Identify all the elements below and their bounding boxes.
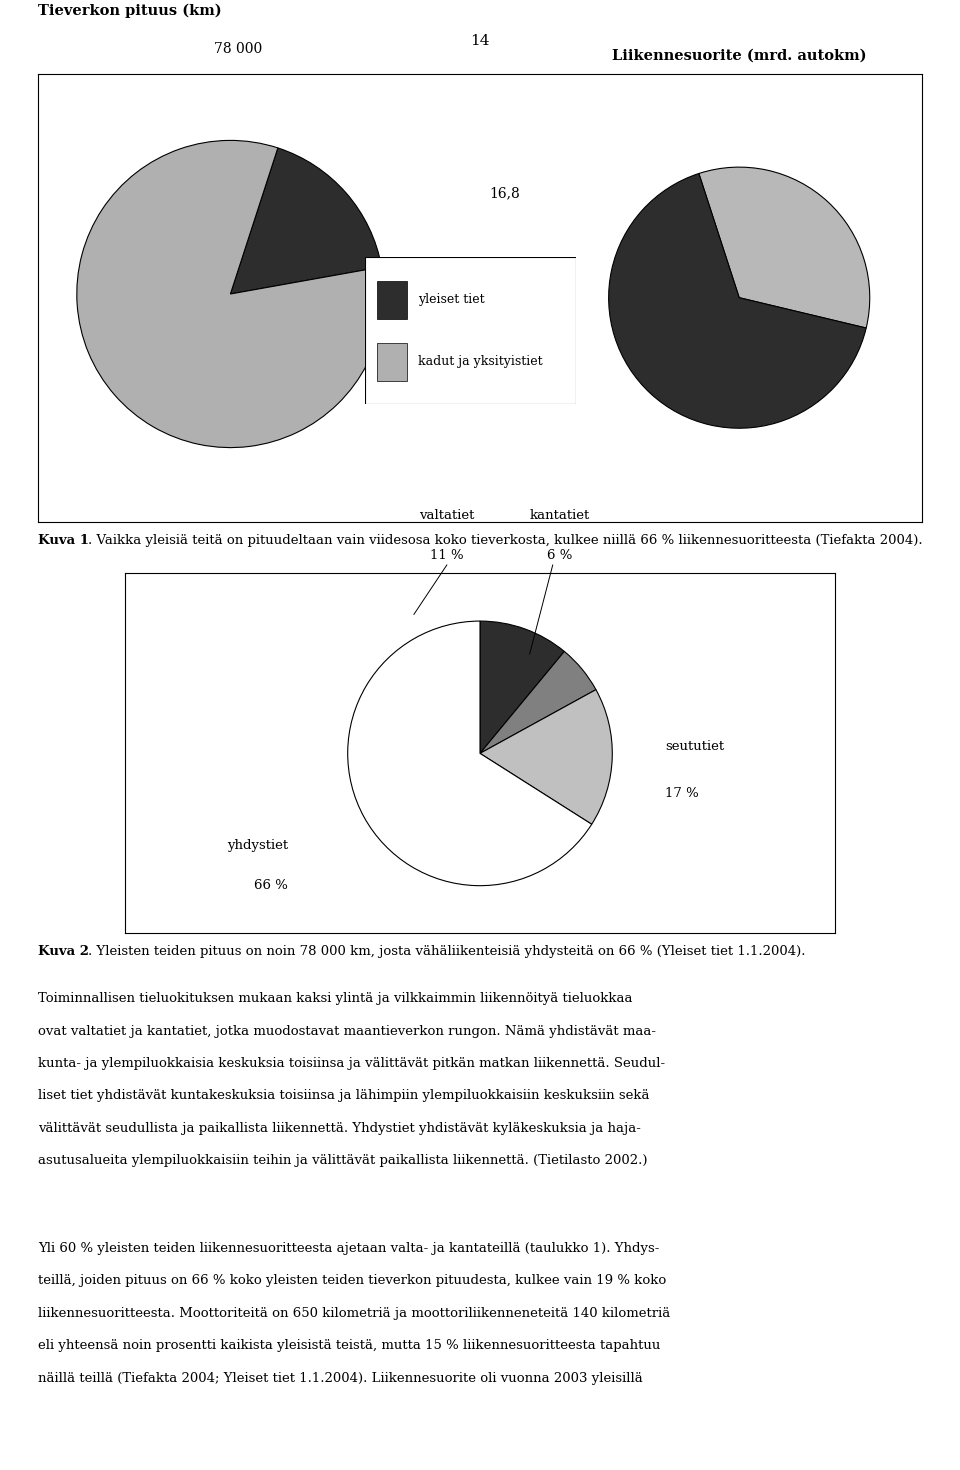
Wedge shape <box>348 622 591 885</box>
Text: 17 %: 17 % <box>665 786 699 800</box>
Text: liset tiet yhdistävät kuntakeskuksia toisiinsa ja lähimpiin ylempiluokkaisiin ke: liset tiet yhdistävät kuntakeskuksia toi… <box>38 1089 650 1102</box>
Wedge shape <box>480 622 564 753</box>
Text: valtatiet: valtatiet <box>420 509 474 522</box>
Text: 33,0: 33,0 <box>959 404 960 419</box>
Text: kadut ja yksityistiet: kadut ja yksityistiet <box>418 356 542 368</box>
Wedge shape <box>480 689 612 825</box>
Bar <box>377 281 407 319</box>
Text: eli yhteensä noin prosentti kaikista yleisistä teistä, mutta 15 % liikennesuorit: eli yhteensä noin prosentti kaikista yle… <box>38 1339 660 1352</box>
Text: seututiet: seututiet <box>665 741 725 753</box>
Text: . Vaikka yleisiä teitä on pituudeltaan vain viidesosa koko tieverkosta, kulkee n: . Vaikka yleisiä teitä on pituudeltaan v… <box>88 534 923 547</box>
Bar <box>377 343 407 381</box>
Text: liikennesuoritteesta. Moottoriteitä on 650 kilometriä ja moottoriliikenneneteitä: liikennesuoritteesta. Moottoriteitä on 6… <box>38 1307 671 1320</box>
Text: Kuva 2: Kuva 2 <box>38 945 89 958</box>
Text: 11 %: 11 % <box>430 548 464 562</box>
Wedge shape <box>480 651 596 753</box>
Text: 16,8: 16,8 <box>489 187 519 200</box>
Text: Toiminnallisen tieluokituksen mukaan kaksi ylintä ja vilkkaimmin liikennöityä ti: Toiminnallisen tieluokituksen mukaan kak… <box>38 992 633 1005</box>
Text: ovat valtatiet ja kantatiet, jotka muodostavat maantieverkon rungon. Nämä yhdist: ovat valtatiet ja kantatiet, jotka muodo… <box>38 1025 657 1038</box>
Text: Liikennesuorite (mrd. autokm): Liikennesuorite (mrd. autokm) <box>612 49 867 63</box>
Text: yleiset tiet: yleiset tiet <box>418 294 484 306</box>
Text: asutusalueita ylempiluokkaisiin teihin ja välittävät paikallista liikennettä. (T: asutusalueita ylempiluokkaisiin teihin j… <box>38 1154 648 1167</box>
Wedge shape <box>699 168 870 328</box>
Text: Tieverkon pituus (km): Tieverkon pituus (km) <box>38 3 222 18</box>
Text: Yli 60 % yleisten teiden liikennesuoritteesta ajetaan valta- ja kantateillä (tau: Yli 60 % yleisten teiden liikennesuoritt… <box>38 1242 660 1255</box>
Wedge shape <box>230 148 381 294</box>
Text: . Yleisten teiden pituus on noin 78 000 km, josta vähäliikenteisiä yhdysteitä on: . Yleisten teiden pituus on noin 78 000 … <box>88 945 805 958</box>
Wedge shape <box>77 141 384 447</box>
Text: yhdystiet: yhdystiet <box>228 839 288 853</box>
Wedge shape <box>609 173 866 428</box>
Text: kunta- ja ylempiluokkaisia keskuksia toisiinsa ja välittävät pitkän matkan liike: kunta- ja ylempiluokkaisia keskuksia toi… <box>38 1057 665 1070</box>
Text: välittävät seudullista ja paikallista liikennettä. Yhdystiet yhdistävät kyläkesk: välittävät seudullista ja paikallista li… <box>38 1122 641 1135</box>
Text: kantatiet: kantatiet <box>529 509 589 522</box>
Text: 6 %: 6 % <box>546 548 572 562</box>
Text: 66 %: 66 % <box>254 879 288 892</box>
Text: näillä teillä (Tiefakta 2004; Yleiset tiet 1.1.2004). Liikennesuorite oli vuonna: näillä teillä (Tiefakta 2004; Yleiset ti… <box>38 1372 643 1385</box>
Text: 78 000: 78 000 <box>214 43 262 56</box>
Text: teillä, joiden pituus on 66 % koko yleisten teiden tieverkon pituudesta, kulkee : teillä, joiden pituus on 66 % koko yleis… <box>38 1274 666 1288</box>
Text: 14: 14 <box>470 34 490 49</box>
Text: Kuva 1: Kuva 1 <box>38 534 89 547</box>
